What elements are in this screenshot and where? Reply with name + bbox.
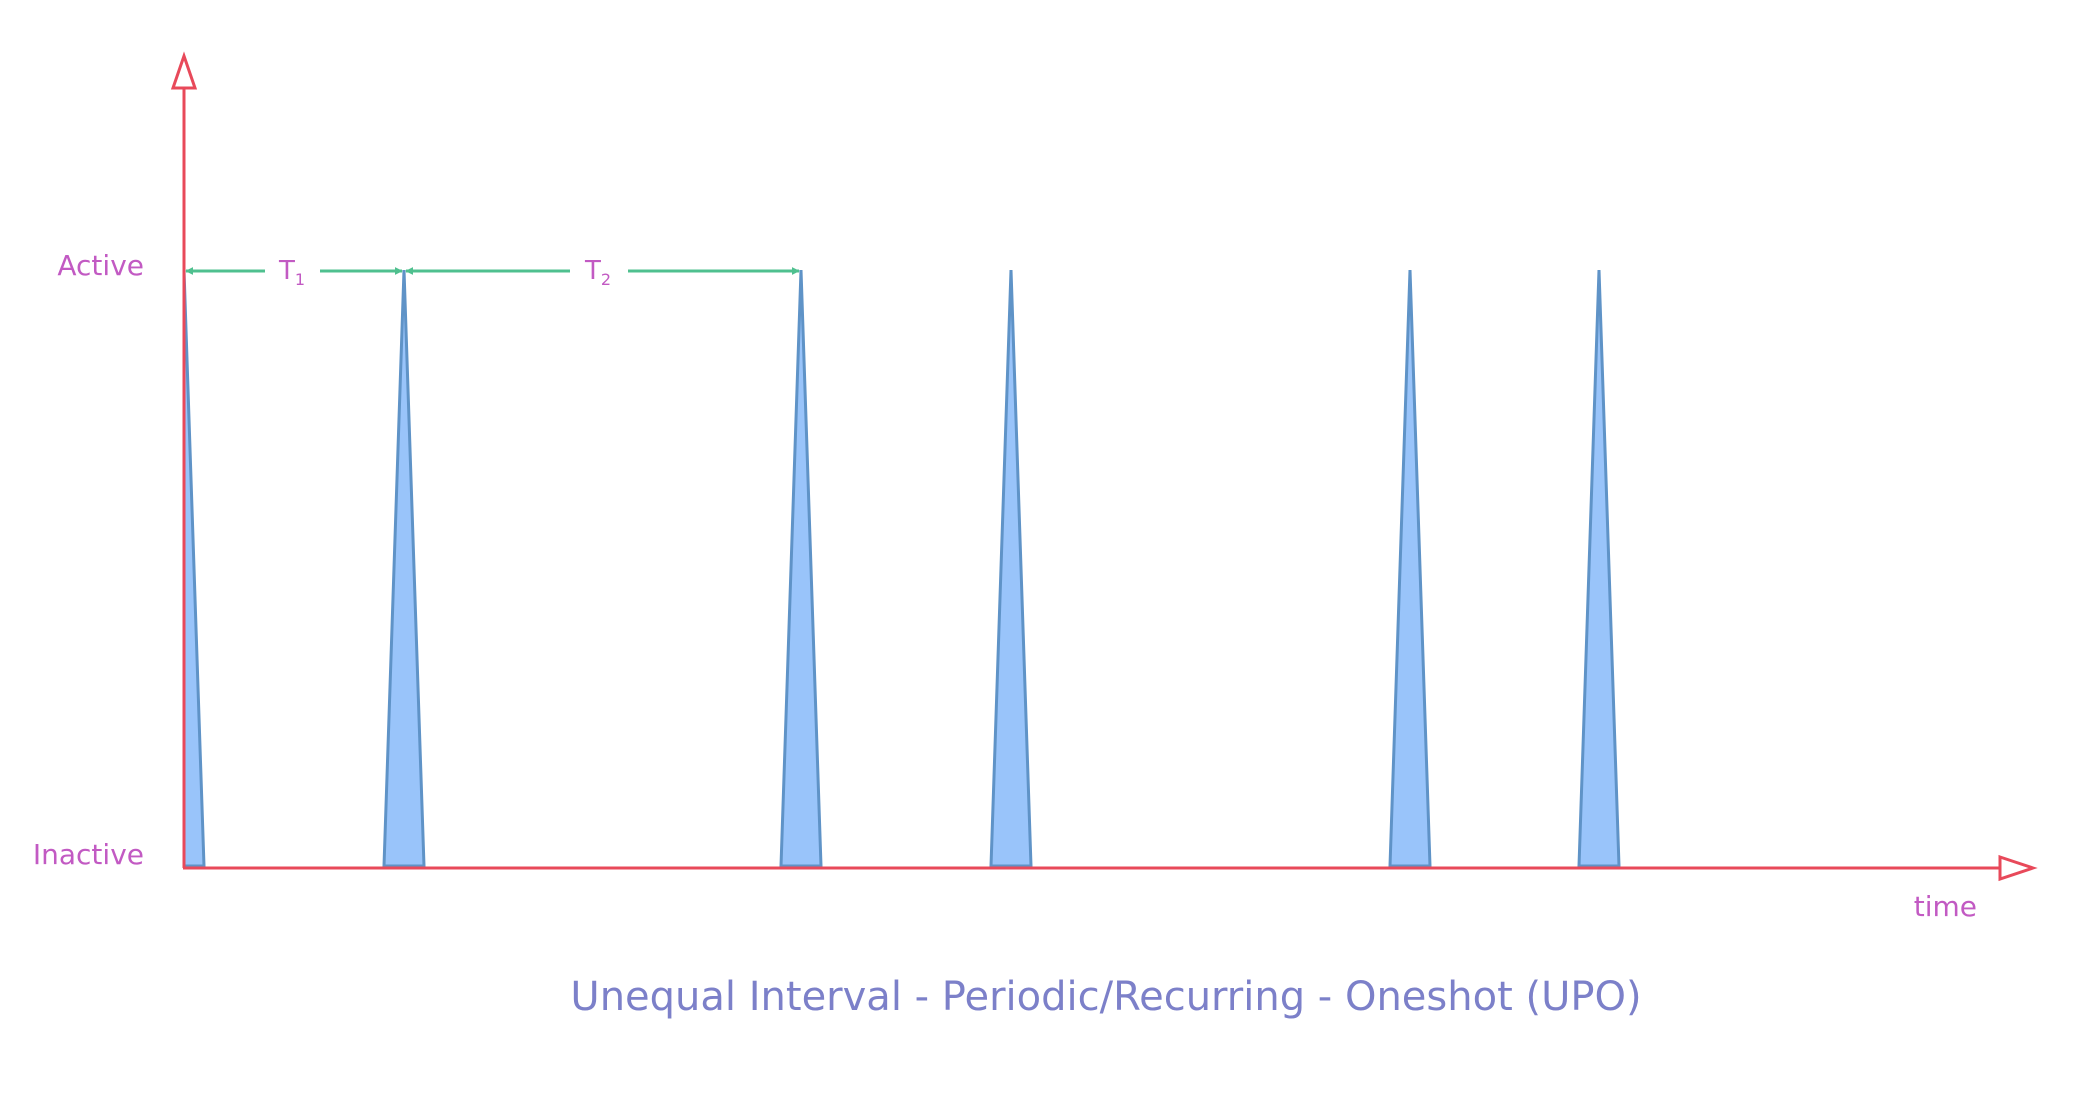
diagram-caption: Unequal Interval - Periodic/Recurring - … bbox=[570, 974, 1641, 1020]
axes bbox=[170, 51, 2038, 882]
interval-label-t1: T1 bbox=[278, 256, 305, 289]
spike-6 bbox=[1577, 269, 1621, 868]
y-label-inactive: Inactive bbox=[33, 838, 144, 871]
x-axis-arrow-icon bbox=[1998, 854, 2038, 882]
y-axis-arrow-icon bbox=[170, 51, 198, 90]
interval-label-t2: T2 bbox=[584, 256, 611, 289]
spike-1 bbox=[182, 269, 206, 868]
spike-5 bbox=[1388, 269, 1432, 868]
spikes bbox=[182, 269, 1621, 868]
spike-4 bbox=[989, 269, 1033, 868]
x-label-time: time bbox=[1914, 890, 1977, 923]
spike-2 bbox=[382, 269, 426, 868]
spike-3 bbox=[779, 269, 823, 868]
y-label-active: Active bbox=[57, 249, 144, 282]
